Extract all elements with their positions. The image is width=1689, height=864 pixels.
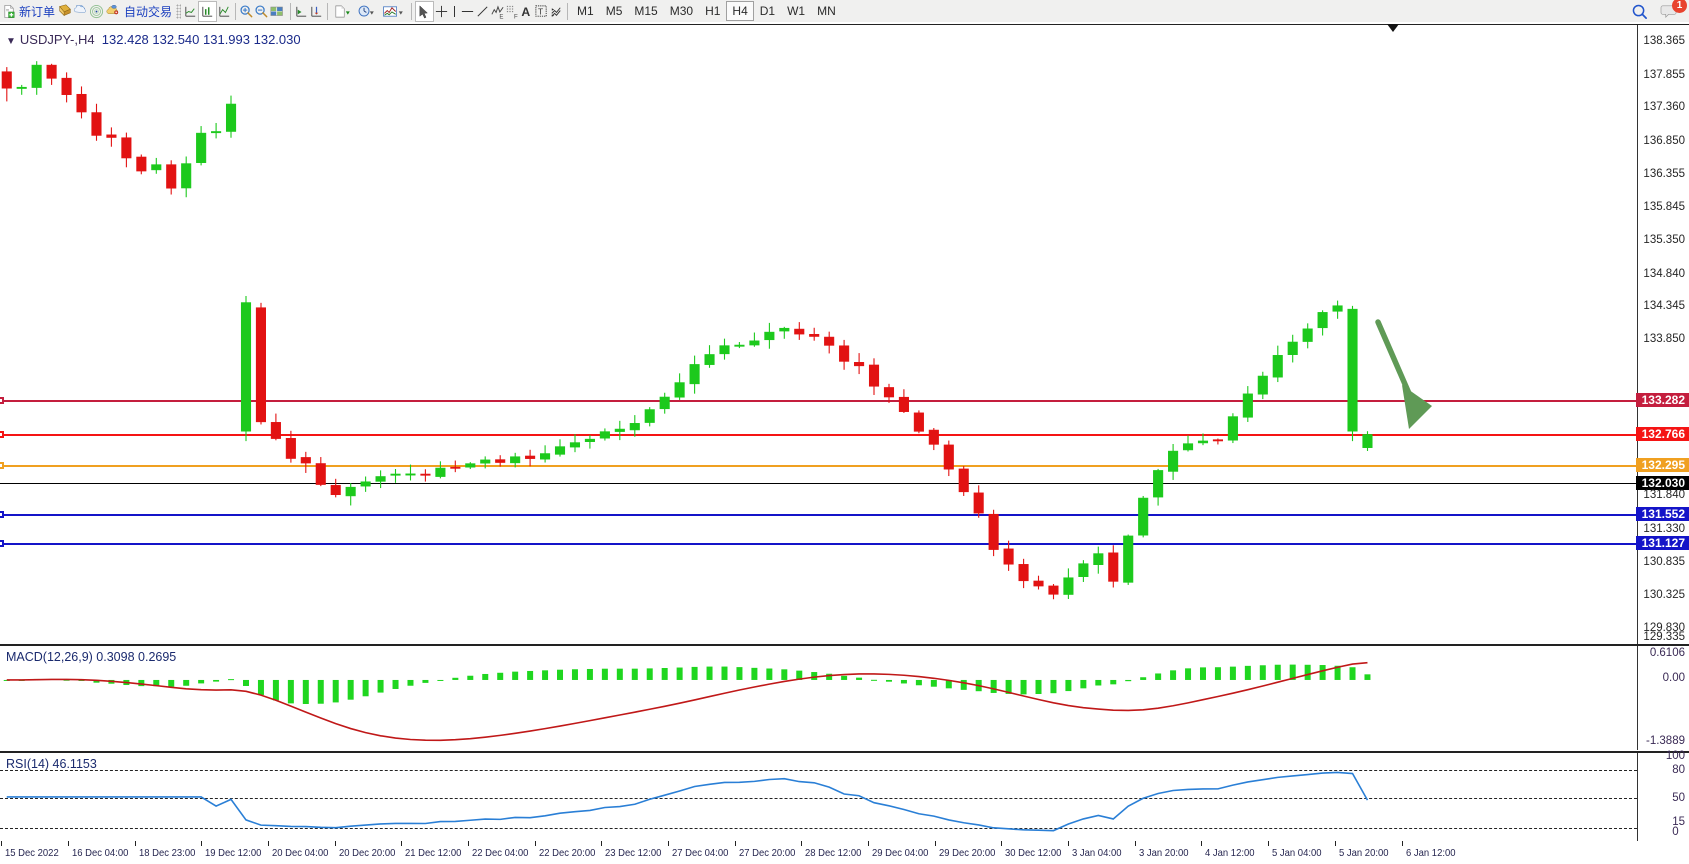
svg-text:T: T [538,6,543,16]
svg-text:A: A [521,4,530,18]
svg-text:F: F [514,13,518,18]
svg-text:E: E [499,13,503,18]
